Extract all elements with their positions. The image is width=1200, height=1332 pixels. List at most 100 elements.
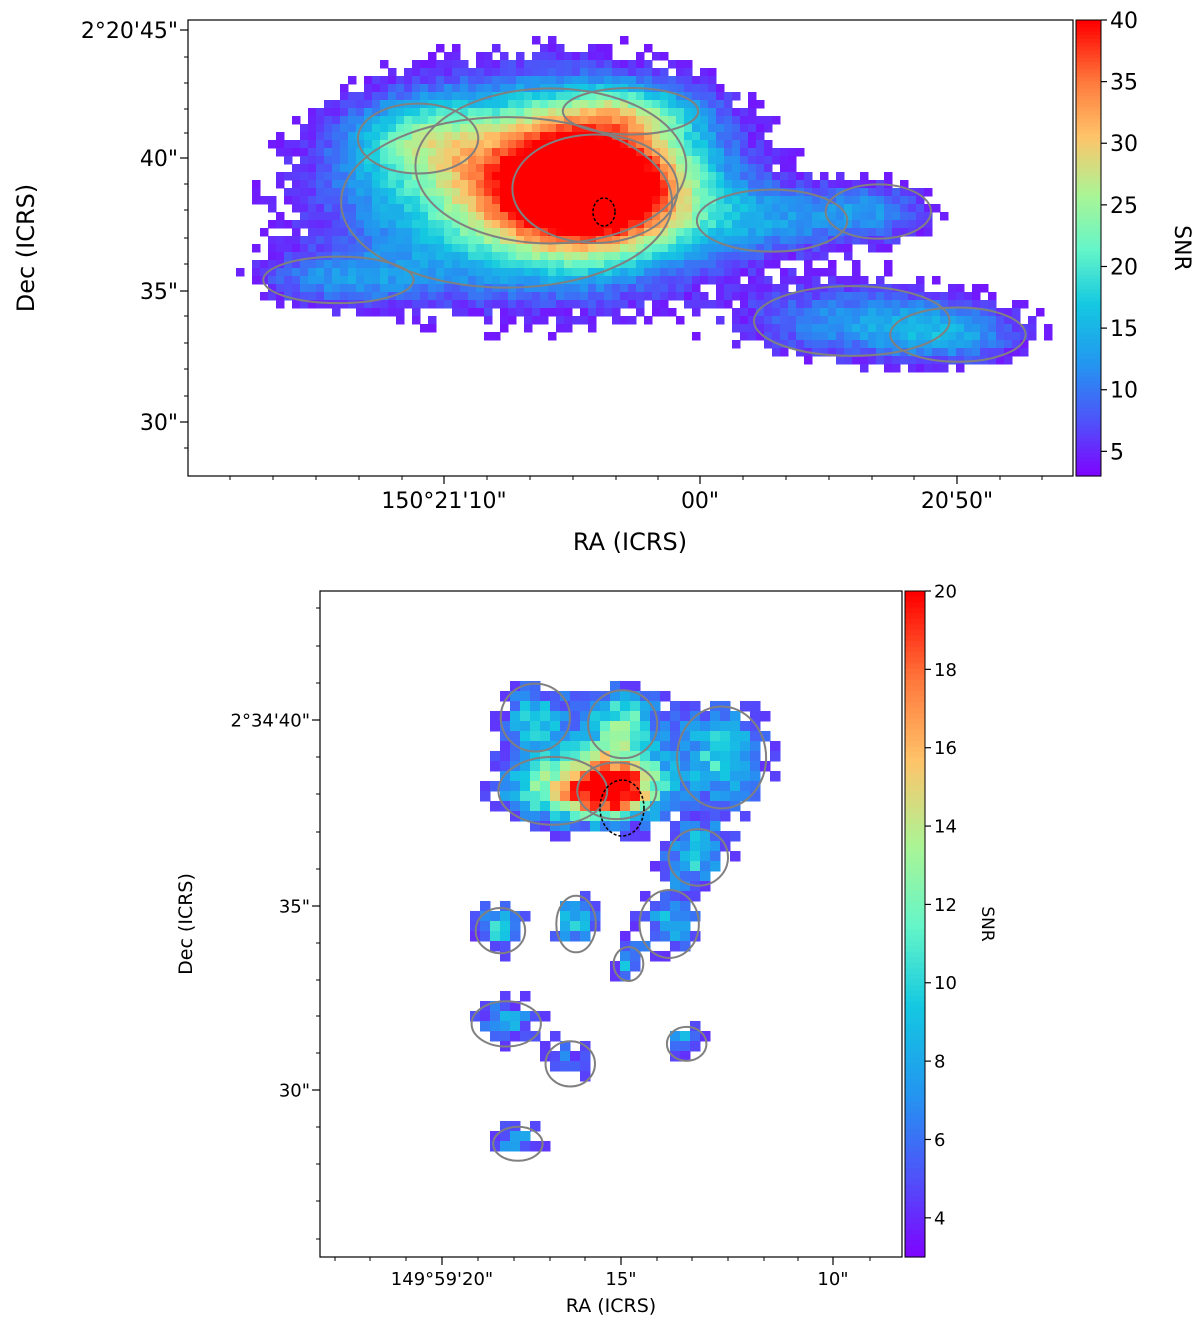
colorbar-segment — [905, 862, 925, 870]
colorbar-segment — [905, 851, 925, 858]
heatmap-pixel — [804, 324, 813, 333]
heatmap-pixel — [396, 228, 405, 237]
heatmap-pixel — [356, 164, 365, 173]
heatmap-pixel — [540, 260, 549, 269]
heatmap-pixel — [604, 140, 613, 149]
heatmap-pixel — [532, 172, 541, 181]
heatmap-pixel — [548, 68, 557, 77]
heatmap-pixel — [796, 300, 805, 309]
heatmap-pixel — [420, 172, 429, 181]
heatmap-pixel — [596, 188, 605, 197]
heatmap-pixel — [436, 268, 445, 277]
heatmap-pixel — [588, 92, 597, 101]
heatmap-pixel — [564, 244, 573, 253]
heatmap-pixel — [476, 92, 485, 101]
heatmap-pixel — [412, 204, 421, 213]
heatmap-pixel — [508, 172, 517, 181]
heatmap-pixel — [748, 324, 757, 333]
heatmap-pixel — [628, 220, 637, 229]
heatmap-pixel — [596, 148, 605, 157]
heatmap-pixel — [500, 1031, 511, 1042]
colorbar-segment — [1076, 122, 1101, 127]
heatmap-pixel — [556, 92, 565, 101]
heatmap-pixel — [560, 811, 571, 822]
heatmap-pixel — [844, 316, 853, 325]
colorbar-segment — [1076, 35, 1101, 40]
heatmap-pixel — [692, 236, 701, 245]
heatmap-pixel — [560, 901, 571, 912]
heatmap-pixel — [468, 252, 477, 261]
heatmap-pixel — [980, 316, 989, 325]
heatmap-pixel — [530, 691, 541, 702]
heatmap-pixel — [484, 156, 493, 165]
heatmap-pixel — [640, 801, 651, 812]
heatmap-pixel — [348, 164, 357, 173]
colorbar-segment — [905, 1134, 925, 1142]
heatmap-pixel — [276, 236, 285, 245]
y-tick-label: 40" — [140, 147, 178, 172]
heatmap-pixel — [600, 691, 611, 702]
heatmap-pixel — [732, 148, 741, 157]
heatmap-pixel — [828, 228, 837, 237]
heatmap-pixel — [756, 244, 765, 253]
heatmap-pixel — [700, 811, 711, 822]
heatmap-pixel — [670, 901, 681, 912]
snr-contour — [356, 102, 480, 175]
heatmap-pixel — [268, 260, 277, 269]
heatmap-pixel — [820, 212, 829, 221]
heatmap-pixel — [668, 188, 677, 197]
colorbar-segment — [905, 591, 925, 598]
heatmap-pixel — [644, 116, 653, 125]
heatmap-pixel — [710, 751, 721, 762]
heatmap-pixel — [628, 172, 637, 181]
heatmap-pixel — [340, 92, 349, 101]
heatmap-pixel — [740, 236, 749, 245]
colorbar-segment — [905, 1146, 925, 1153]
heatmap-pixel — [720, 741, 731, 752]
heatmap-pixel — [772, 172, 781, 181]
heatmap-pixel — [570, 801, 581, 812]
heatmap-pixel — [780, 148, 789, 157]
heatmap-pixel — [580, 921, 591, 932]
heatmap-pixel — [620, 156, 629, 165]
heatmap-pixel — [480, 921, 491, 932]
heatmap-pixel — [524, 308, 533, 317]
heatmap-pixel — [600, 811, 611, 822]
heatmap-pixel — [572, 156, 581, 165]
heatmap-pixel — [588, 220, 597, 229]
heatmap-pixel — [404, 292, 413, 301]
heatmap-pixel — [916, 356, 925, 365]
heatmap-pixel — [916, 220, 925, 229]
heatmap-pixel — [740, 164, 749, 173]
heatmap-pixel — [628, 212, 637, 221]
heatmap-pixel — [530, 811, 541, 822]
heatmap-pixel — [292, 300, 301, 309]
heatmap-pixel — [340, 276, 349, 285]
heatmap-pixel — [692, 212, 701, 221]
heatmap-pixel — [884, 188, 893, 197]
heatmap-pixel — [524, 188, 533, 197]
heatmap-pixel — [580, 196, 589, 205]
heatmap-pixel — [570, 781, 581, 792]
heatmap-pixel — [500, 691, 511, 702]
heatmap-pixel — [900, 300, 909, 309]
heatmap-pixel — [612, 204, 621, 213]
heatmap-pixel — [340, 292, 349, 301]
heatmap-pixel — [570, 931, 581, 942]
heatmap-pixel — [324, 244, 333, 253]
heatmap-pixel — [548, 164, 557, 173]
heatmap-pixel — [508, 68, 517, 77]
colorbar-segment — [905, 735, 925, 742]
heatmap-pixel — [676, 76, 685, 85]
heatmap-pixel — [588, 252, 597, 261]
heatmap-pixel — [324, 124, 333, 133]
heatmap-pixel — [620, 701, 631, 712]
heatmap-pixel — [820, 316, 829, 325]
heatmap-pixel — [844, 356, 853, 365]
heatmap-pixel — [268, 284, 277, 293]
heatmap-pixel — [268, 140, 277, 149]
colorbar-segment — [1076, 316, 1101, 321]
heatmap-pixel — [540, 781, 551, 792]
heatmap-pixel — [628, 116, 637, 125]
heatmap-pixel — [412, 316, 421, 325]
